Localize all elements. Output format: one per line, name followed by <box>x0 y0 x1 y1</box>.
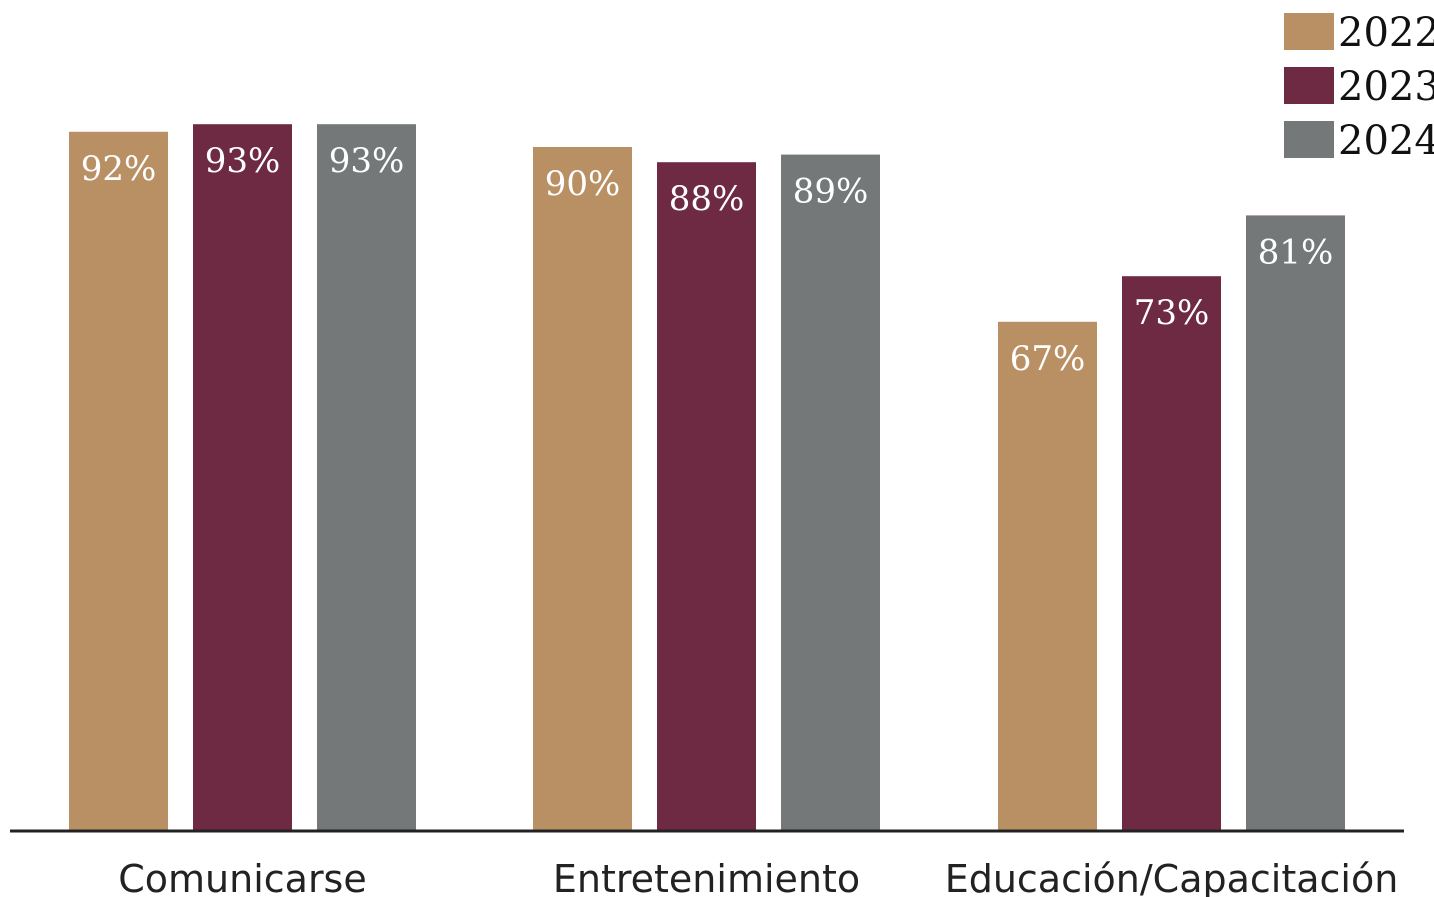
category-label-comunicarse: Comunicarse <box>118 857 367 897</box>
legend-swatch-2024 <box>1284 121 1334 158</box>
bar-comunicarse-2024 <box>317 124 416 831</box>
legend-label-2024: 2024 <box>1338 118 1434 164</box>
data-label-comunicarse-2023: 93% <box>205 141 281 181</box>
data-label-educacion-capacitacion-2022: 67% <box>1010 339 1086 379</box>
bar-educacion-capacitacion-2023 <box>1122 276 1221 831</box>
category-label-entretenimiento: Entretenimiento <box>553 857 860 897</box>
bar-entretenimiento-2024 <box>781 154 880 832</box>
category-label-educacion-capacitacion: Educación/Capacitación <box>945 857 1399 897</box>
legend-swatch-2022 <box>1284 13 1334 50</box>
bar-educacion-capacitacion-2024 <box>1246 215 1345 831</box>
data-label-comunicarse-2024: 93% <box>329 141 405 181</box>
legend-label-2022: 2022 <box>1338 10 1434 56</box>
data-label-educacion-capacitacion-2023: 73% <box>1134 293 1210 333</box>
legend: 2022 2023 2024 <box>1284 10 1434 164</box>
category-labels-layer: Comunicarse Entretenimiento Educación/Capa… <box>118 857 1398 897</box>
bar-entretenimiento-2022 <box>533 147 632 831</box>
data-label-entretenimiento-2023: 88% <box>669 179 745 219</box>
bar-entretenimiento-2023 <box>657 162 756 831</box>
data-label-educacion-capacitacion-2024: 81% <box>1258 232 1334 272</box>
data-label-entretenimiento-2024: 89% <box>793 172 869 212</box>
legend-swatch-2023 <box>1284 67 1334 104</box>
bar-labels-layer: 92% 93% 93% 90% 88% 89% 67% 73% 81% <box>81 141 1334 379</box>
data-label-entretenimiento-2022: 90% <box>545 164 621 204</box>
bar-comunicarse-2022 <box>69 131 168 832</box>
data-label-comunicarse-2022: 92% <box>81 149 157 189</box>
bar-educacion-capacitacion-2022 <box>998 321 1097 831</box>
legend-label-2023: 2023 <box>1338 64 1434 110</box>
bar-comunicarse-2023 <box>193 124 292 831</box>
bars-layer <box>69 124 1345 832</box>
